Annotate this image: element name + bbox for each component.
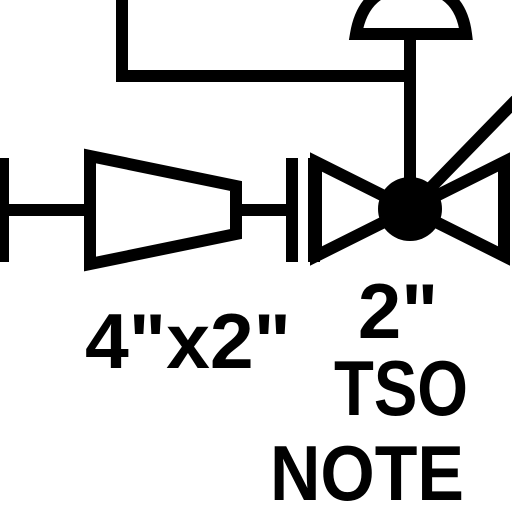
- valve-type-label: TSO: [334, 344, 468, 432]
- valve-body-right: [396, 152, 510, 266]
- valve-body-left: [310, 152, 424, 266]
- reducer-size-label: 4"x2": [85, 297, 291, 385]
- signal-line: [116, 0, 410, 82]
- valve-size-label: 2": [358, 267, 438, 355]
- concentric-reducer: [84, 148, 242, 272]
- diaphragm-actuator: [348, 0, 473, 40]
- valve-center-dot: [378, 177, 442, 241]
- note-label: NOTE: [270, 429, 464, 512]
